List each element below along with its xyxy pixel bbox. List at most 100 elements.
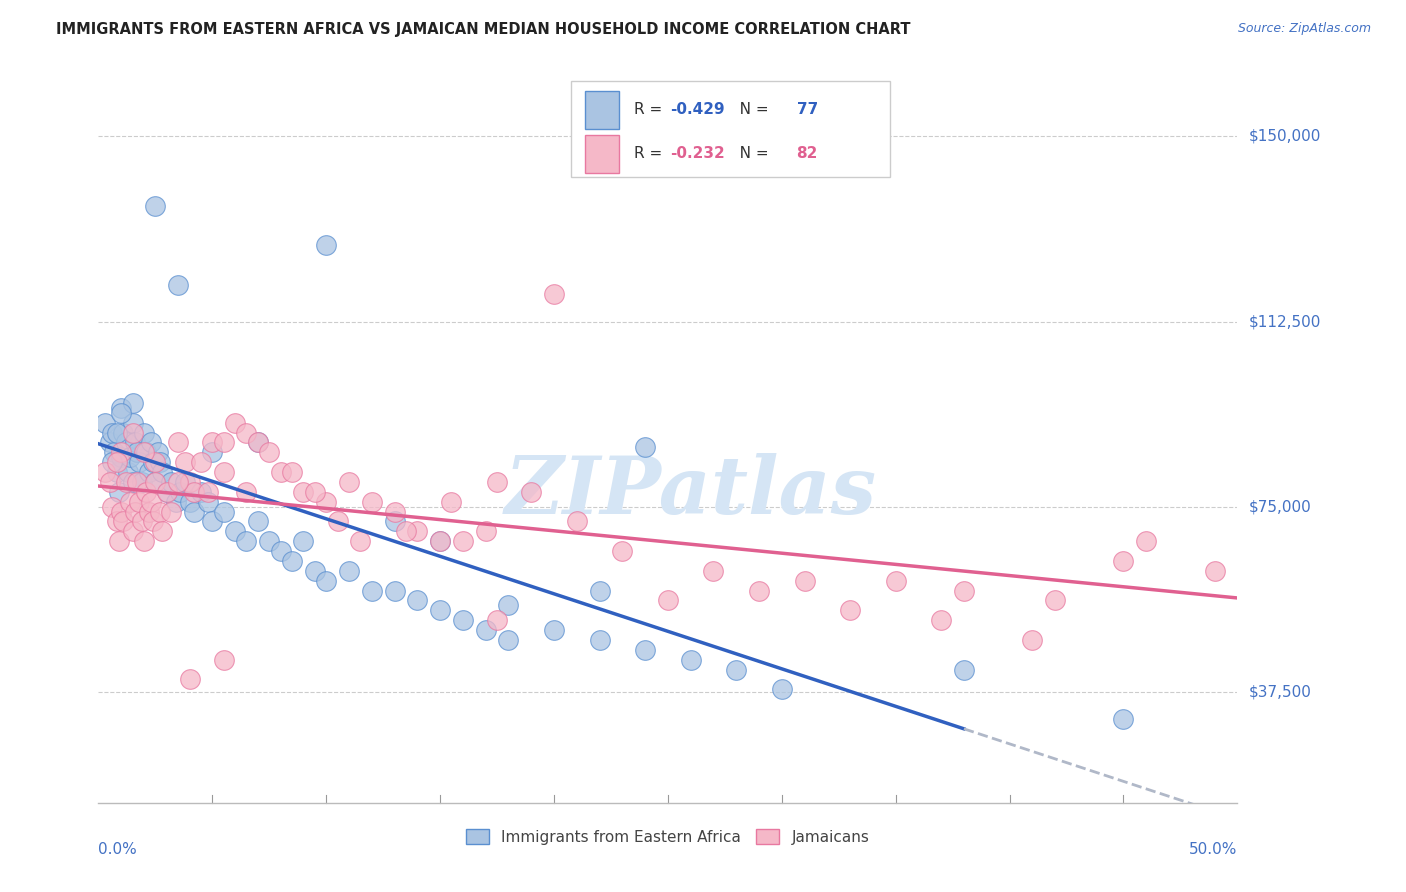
- Point: [156, 484, 179, 499]
- Point: [1135, 534, 1157, 549]
- Point: [406, 524, 429, 539]
- Point: [406, 593, 429, 607]
- Point: [953, 583, 976, 598]
- Point: [304, 484, 326, 499]
- Point: [127, 475, 149, 489]
- Point: [953, 663, 976, 677]
- Point: [132, 534, 155, 549]
- Point: [105, 465, 128, 479]
- Point: [1021, 632, 1043, 647]
- Point: [884, 574, 907, 588]
- Point: [101, 425, 124, 440]
- Point: [174, 475, 197, 489]
- Point: [451, 534, 474, 549]
- Point: [103, 445, 125, 459]
- Point: [1204, 564, 1226, 578]
- Point: [150, 465, 173, 479]
- Point: [145, 455, 167, 469]
- Point: [315, 494, 337, 508]
- Point: [156, 484, 179, 499]
- Point: [201, 515, 224, 529]
- Point: [150, 524, 173, 539]
- Point: [108, 484, 131, 499]
- Point: [145, 475, 167, 489]
- Point: [498, 632, 520, 647]
- Point: [145, 475, 167, 489]
- Point: [160, 475, 183, 489]
- Point: [183, 484, 205, 499]
- Point: [127, 445, 149, 459]
- Point: [292, 484, 315, 499]
- Point: [929, 613, 952, 627]
- Point: [212, 435, 235, 450]
- Point: [634, 642, 657, 657]
- Point: [315, 574, 337, 588]
- Point: [337, 475, 360, 489]
- Point: [543, 287, 565, 301]
- Point: [179, 673, 201, 687]
- Point: [212, 465, 235, 479]
- Point: [440, 494, 463, 508]
- Point: [197, 484, 219, 499]
- Point: [304, 564, 326, 578]
- Point: [160, 505, 183, 519]
- Point: [146, 445, 169, 459]
- Point: [167, 435, 190, 450]
- Point: [384, 583, 406, 598]
- Point: [135, 484, 157, 499]
- Text: N =: N =: [725, 102, 773, 117]
- Point: [124, 435, 146, 450]
- Point: [112, 425, 135, 440]
- Point: [212, 653, 235, 667]
- Point: [128, 455, 150, 469]
- Point: [138, 505, 160, 519]
- Point: [110, 406, 132, 420]
- Point: [315, 238, 337, 252]
- Point: [145, 198, 167, 212]
- Point: [235, 484, 257, 499]
- Point: [105, 425, 128, 440]
- Point: [292, 534, 315, 549]
- Point: [110, 505, 132, 519]
- Point: [281, 465, 304, 479]
- Point: [395, 524, 418, 539]
- Point: [138, 465, 160, 479]
- Point: [121, 416, 143, 430]
- Point: [839, 603, 862, 617]
- Point: [384, 515, 406, 529]
- Point: [520, 484, 543, 499]
- Point: [94, 416, 117, 430]
- Text: 82: 82: [797, 146, 818, 161]
- Text: 0.0%: 0.0%: [98, 842, 138, 857]
- Text: N =: N =: [725, 146, 773, 161]
- Point: [139, 494, 162, 508]
- Text: $75,000: $75,000: [1249, 500, 1312, 514]
- Text: 50.0%: 50.0%: [1189, 842, 1237, 857]
- Point: [748, 583, 770, 598]
- Text: R =: R =: [634, 102, 666, 117]
- Point: [612, 544, 634, 558]
- Point: [120, 494, 142, 508]
- Legend: Immigrants from Eastern Africa, Jamaicans: Immigrants from Eastern Africa, Jamaican…: [460, 822, 876, 851]
- Text: IMMIGRANTS FROM EASTERN AFRICA VS JAMAICAN MEDIAN HOUSEHOLD INCOME CORRELATION C: IMMIGRANTS FROM EASTERN AFRICA VS JAMAIC…: [56, 22, 911, 37]
- Point: [224, 524, 246, 539]
- Point: [451, 613, 474, 627]
- Point: [121, 425, 143, 440]
- Point: [235, 425, 257, 440]
- Point: [174, 455, 197, 469]
- Point: [121, 524, 143, 539]
- Point: [259, 534, 281, 549]
- Text: -0.232: -0.232: [671, 146, 725, 161]
- Point: [1362, 564, 1385, 578]
- Point: [770, 682, 793, 697]
- Point: [349, 534, 371, 549]
- Point: [105, 455, 128, 469]
- Point: [679, 653, 702, 667]
- Text: 77: 77: [797, 102, 818, 117]
- Point: [132, 445, 155, 459]
- Point: [131, 475, 153, 489]
- Point: [429, 534, 451, 549]
- Point: [124, 505, 146, 519]
- Text: ZIPatlas: ZIPatlas: [505, 453, 877, 531]
- Point: [98, 475, 121, 489]
